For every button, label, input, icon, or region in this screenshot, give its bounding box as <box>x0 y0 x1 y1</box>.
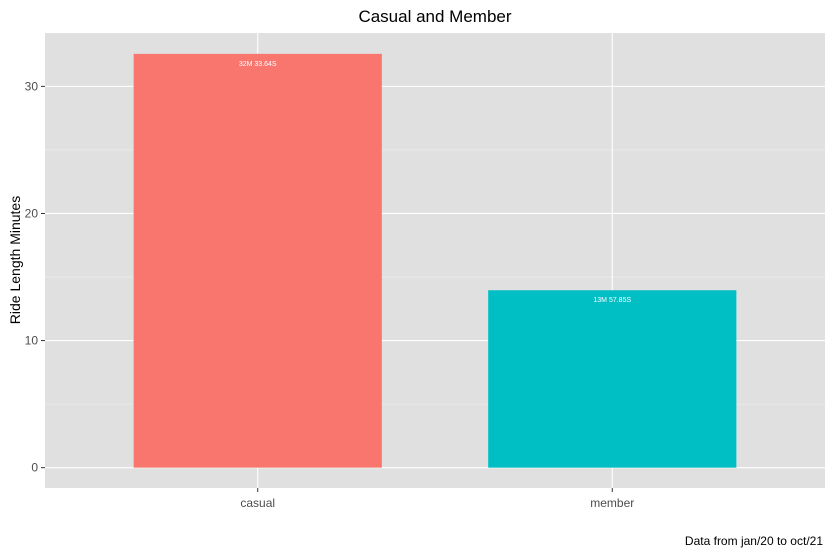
bar-value-labels: 32M 33.64S 13M 57.85S <box>239 61 632 304</box>
y-axis-title: Ride Length Minutes <box>7 196 23 324</box>
y-tick-label: 0 <box>31 461 38 475</box>
bar-label-casual: 32M 33.64S <box>239 61 277 68</box>
bar-member <box>488 290 737 468</box>
y-tick-label: 20 <box>25 206 39 220</box>
y-tick-label: 10 <box>25 334 39 348</box>
bars <box>133 53 737 468</box>
x-tick-label-casual: casual <box>240 496 275 510</box>
bar-label-member: 13M 57.85S <box>593 297 631 304</box>
bar-casual <box>133 53 382 468</box>
chart-caption: Data from jan/20 to oct/21 <box>685 534 823 548</box>
y-axis: 0 10 20 30 <box>25 79 45 475</box>
x-tick-label-member: member <box>590 496 634 510</box>
x-axis: casual member <box>240 488 634 510</box>
y-tick-label: 30 <box>25 79 39 93</box>
chart-title: Casual and Member <box>358 7 511 26</box>
